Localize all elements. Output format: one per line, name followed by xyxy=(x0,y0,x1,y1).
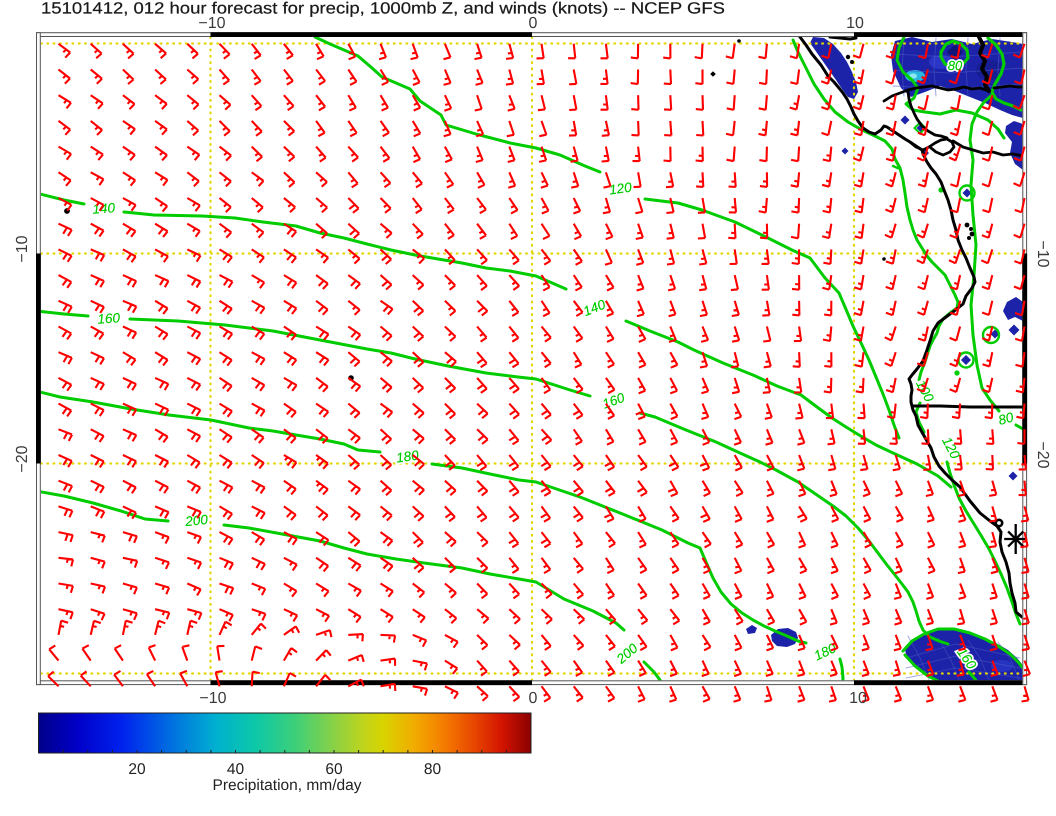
svg-text:10: 10 xyxy=(849,690,867,707)
svg-text:120: 120 xyxy=(608,179,633,197)
svg-text:180: 180 xyxy=(395,447,420,465)
svg-text:−10: −10 xyxy=(1034,240,1051,267)
svg-text:180: 180 xyxy=(395,447,420,465)
svg-text:40: 40 xyxy=(227,761,245,778)
svg-text:10: 10 xyxy=(846,15,864,32)
svg-text:−10: −10 xyxy=(198,15,225,32)
svg-text:−10: −10 xyxy=(199,690,226,707)
svg-text:60: 60 xyxy=(325,761,343,778)
svg-text:160: 160 xyxy=(97,310,121,327)
svg-text:Precipitation, mm/day: Precipitation, mm/day xyxy=(212,777,361,794)
svg-text:80: 80 xyxy=(997,409,1016,428)
svg-text:−20: −20 xyxy=(14,445,31,472)
svg-text:80: 80 xyxy=(997,409,1016,428)
svg-text:0: 0 xyxy=(529,690,538,707)
svg-text:20: 20 xyxy=(128,761,146,778)
svg-text:140: 140 xyxy=(92,200,116,217)
svg-text:120: 120 xyxy=(608,179,633,197)
svg-text:160: 160 xyxy=(97,310,121,327)
svg-text:15101412, 012 hour forecast fo: 15101412, 012 hour forecast for precip, … xyxy=(41,0,725,18)
svg-text:200: 200 xyxy=(184,512,209,529)
svg-text:0: 0 xyxy=(529,15,538,32)
svg-text:80: 80 xyxy=(424,761,442,778)
svg-text:200: 200 xyxy=(184,512,209,529)
svg-text:−20: −20 xyxy=(1034,441,1051,468)
svg-text:−10: −10 xyxy=(14,235,31,262)
